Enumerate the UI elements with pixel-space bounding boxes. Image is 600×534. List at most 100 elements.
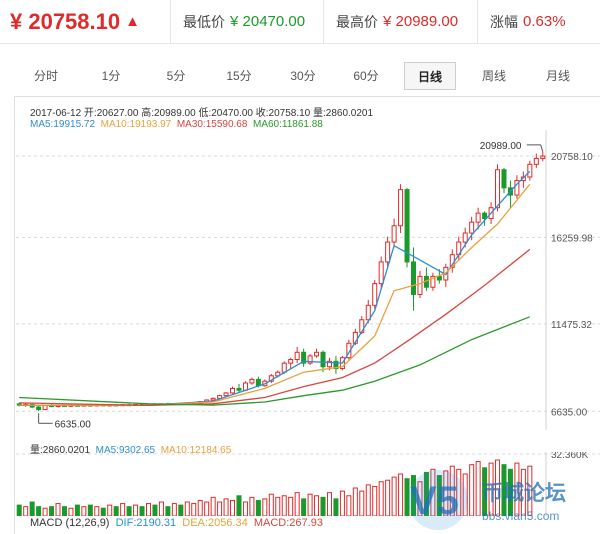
volume-bar	[398, 473, 404, 516]
volume-bar	[443, 470, 449, 516]
volume-bar	[120, 503, 126, 516]
volume-axis-tick: 32.360K	[551, 452, 589, 461]
volume-bar	[74, 504, 80, 516]
volume-bar	[204, 501, 210, 516]
candle-body	[495, 169, 501, 209]
high-price-label: 最高价	[336, 13, 378, 30]
volume-bar	[152, 504, 158, 516]
candle-body	[314, 351, 320, 357]
volume-bar	[184, 501, 190, 516]
y-axis-tick-label: 6635.00	[551, 407, 588, 418]
volume-bar	[29, 501, 35, 516]
tab-30min[interactable]: 30分	[290, 69, 316, 83]
candle-body	[391, 225, 397, 243]
volume-bar	[326, 492, 332, 516]
tab-1min[interactable]: 1分	[101, 69, 121, 83]
candle-body	[294, 351, 300, 361]
volume-bar	[301, 498, 307, 516]
current-price: ¥ 20758.10 ▲	[0, 0, 171, 44]
ma60-line	[19, 316, 531, 406]
watermark-logo: V5 币城论坛 bbs.vlan5.com	[396, 456, 600, 534]
candle-body	[469, 221, 475, 234]
candle-body	[301, 351, 307, 364]
volume-bar	[507, 468, 513, 516]
volume-bar	[249, 496, 255, 516]
candle-body	[533, 157, 539, 165]
tab-weekly[interactable]: 周线	[481, 69, 506, 83]
macd-value: MACD:267.93	[253, 517, 323, 529]
y-axis-tick-label: 16259.98	[551, 233, 593, 244]
tab-daily[interactable]: 日线	[404, 62, 456, 90]
tab-monthly[interactable]: 月线	[545, 69, 570, 83]
volume-bar	[449, 465, 455, 516]
volume-bar	[385, 479, 391, 516]
watermark-url: bbs.vlan5.com	[482, 509, 559, 523]
candle-body	[236, 387, 242, 391]
ma5-line	[19, 170, 531, 407]
candle-body	[42, 405, 48, 411]
volume-bar	[391, 476, 397, 516]
volume-bar	[68, 507, 74, 516]
ma30-value: MA30:15590.68	[176, 119, 248, 130]
volume-bar	[107, 504, 113, 516]
change-value: 0.63%	[523, 13, 566, 30]
tab-60min[interactable]: 60分	[353, 69, 379, 83]
y-axis-tick-label: 11475.32	[551, 320, 592, 331]
volume-bar	[462, 473, 468, 516]
volume-bar	[365, 484, 371, 516]
volume-chart: 32.360K	[16, 452, 600, 516]
change-percent: 涨幅 0.63%	[478, 0, 600, 44]
candle-body	[307, 355, 313, 364]
candle-body	[36, 406, 42, 411]
candle-body	[326, 360, 332, 368]
volume-bar	[81, 506, 87, 516]
candlestick-chart[interactable]: 20758.10 16259.98 11475.32 6635.00 20989.00…	[0, 130, 600, 430]
volume-value: 量:2860.0201	[30, 445, 91, 456]
candle-body	[281, 362, 287, 373]
candle-body	[333, 360, 339, 370]
volume-bar	[352, 487, 358, 516]
candle-body	[514, 180, 520, 196]
volume-bar	[113, 506, 119, 516]
candle-body	[249, 378, 255, 384]
candle-body	[372, 283, 378, 306]
high-marker-pointer	[540, 144, 544, 153]
tab-5min[interactable]: 5分	[166, 69, 186, 83]
volume-ma10: MA10:12184.65	[160, 445, 232, 456]
volume-bar	[223, 498, 229, 516]
volume-bar	[275, 496, 281, 516]
volume-bar	[262, 498, 268, 516]
candle-body	[378, 261, 384, 285]
candle-body	[404, 189, 410, 263]
volume-bar	[488, 462, 494, 516]
candle-body	[320, 351, 326, 368]
low-price-annotation: 6635.00	[55, 419, 92, 430]
price-header: ¥ 20758.10 ▲ 最低价 ¥ 20470.00 最高价 ¥ 20989.…	[0, 0, 600, 44]
y-axis-tick-label: 20758.10	[551, 152, 593, 163]
volume-bar	[430, 468, 436, 516]
macd-dif: DIF:2190.31	[115, 517, 177, 529]
candle-body	[436, 275, 442, 281]
volume-ma5: MA5:9302.65	[95, 445, 156, 456]
volume-bar	[378, 481, 384, 516]
change-label: 涨幅	[490, 13, 518, 30]
candle-body	[288, 359, 294, 364]
volume-bar	[49, 506, 55, 516]
volume-bar	[139, 506, 145, 516]
ohlc-info: 2017-06-12 开:20627.00 高:20989.00 低:20470…	[30, 108, 374, 119]
volume-bar	[314, 495, 320, 516]
high-price: 最高价 ¥ 20989.00	[324, 0, 478, 44]
tab-timeshare[interactable]: 分时	[33, 69, 58, 83]
tab-15min[interactable]: 15分	[226, 69, 252, 83]
volume-bar	[61, 506, 67, 516]
volume-bar	[126, 506, 132, 516]
volume-bar	[281, 495, 287, 516]
volume-bar	[197, 499, 203, 516]
macd-label: MACD (12,26,9)	[30, 517, 110, 529]
candle-body	[540, 155, 546, 159]
volume-bar	[339, 490, 345, 516]
ma60-value: MA60:11861.88	[253, 119, 323, 130]
ma30-line	[19, 248, 531, 407]
ma10-line	[19, 183, 531, 406]
up-arrow-icon: ▲	[125, 13, 140, 30]
